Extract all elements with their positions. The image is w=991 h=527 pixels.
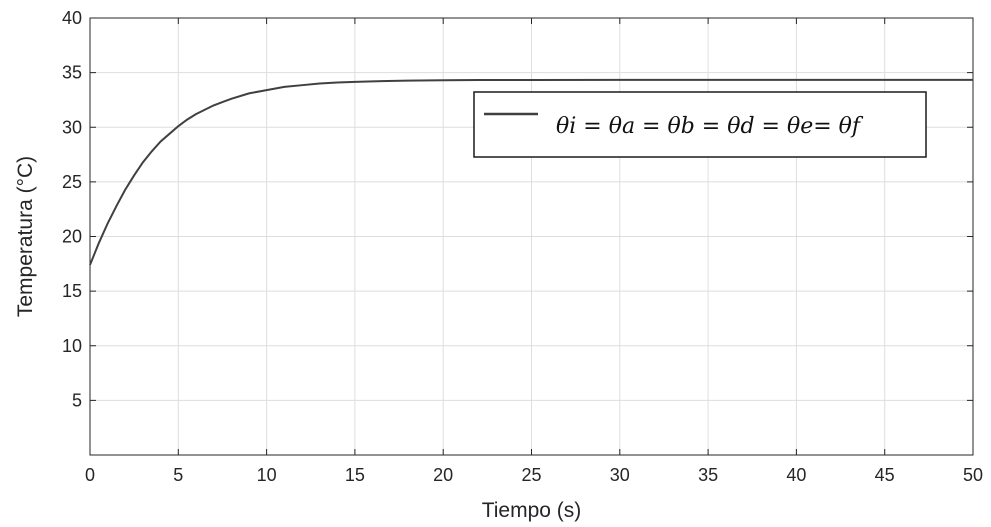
- x-tick-label-20: 20: [433, 465, 453, 485]
- y-tick-label-5: 5: [72, 390, 82, 410]
- y-tick-label-40: 40: [62, 8, 82, 28]
- legend: θi = θa = θb = θd = θe= θf: [473, 91, 927, 158]
- x-tick-label-45: 45: [875, 465, 895, 485]
- legend-label: θi = θa = θb = θd = θe= θf: [556, 114, 864, 139]
- y-tick-label-35: 35: [62, 63, 82, 83]
- y-tick-label-30: 30: [62, 117, 82, 137]
- y-tick-label-25: 25: [62, 172, 82, 192]
- x-axis-label: Tiempo (s): [482, 499, 582, 522]
- x-tick-label-15: 15: [345, 465, 365, 485]
- x-tick-label-5: 5: [173, 465, 183, 485]
- y-tick-label-20: 20: [62, 227, 82, 247]
- x-tick-label-40: 40: [786, 465, 806, 485]
- x-tick-label-25: 25: [521, 465, 541, 485]
- grid: [89, 17, 974, 455]
- x-tick-label-30: 30: [610, 465, 630, 485]
- series-line: [89, 78, 973, 266]
- y-tick-label-10: 10: [62, 336, 82, 356]
- x-tick-label-0: 0: [85, 465, 95, 485]
- x-tick-label-50: 50: [963, 465, 983, 485]
- legend-box: [473, 91, 927, 158]
- x-tick-label-10: 10: [257, 465, 277, 485]
- tick-labels: 0 5 10 15 20 25 30 35 40 45 50 5 10 15 20 25 30 35 40: [62, 8, 983, 485]
- y-tick-label-15: 15: [62, 281, 82, 301]
- y-axis-label: Temperatura (°C): [14, 156, 37, 317]
- x-tick-label-35: 35: [698, 465, 718, 485]
